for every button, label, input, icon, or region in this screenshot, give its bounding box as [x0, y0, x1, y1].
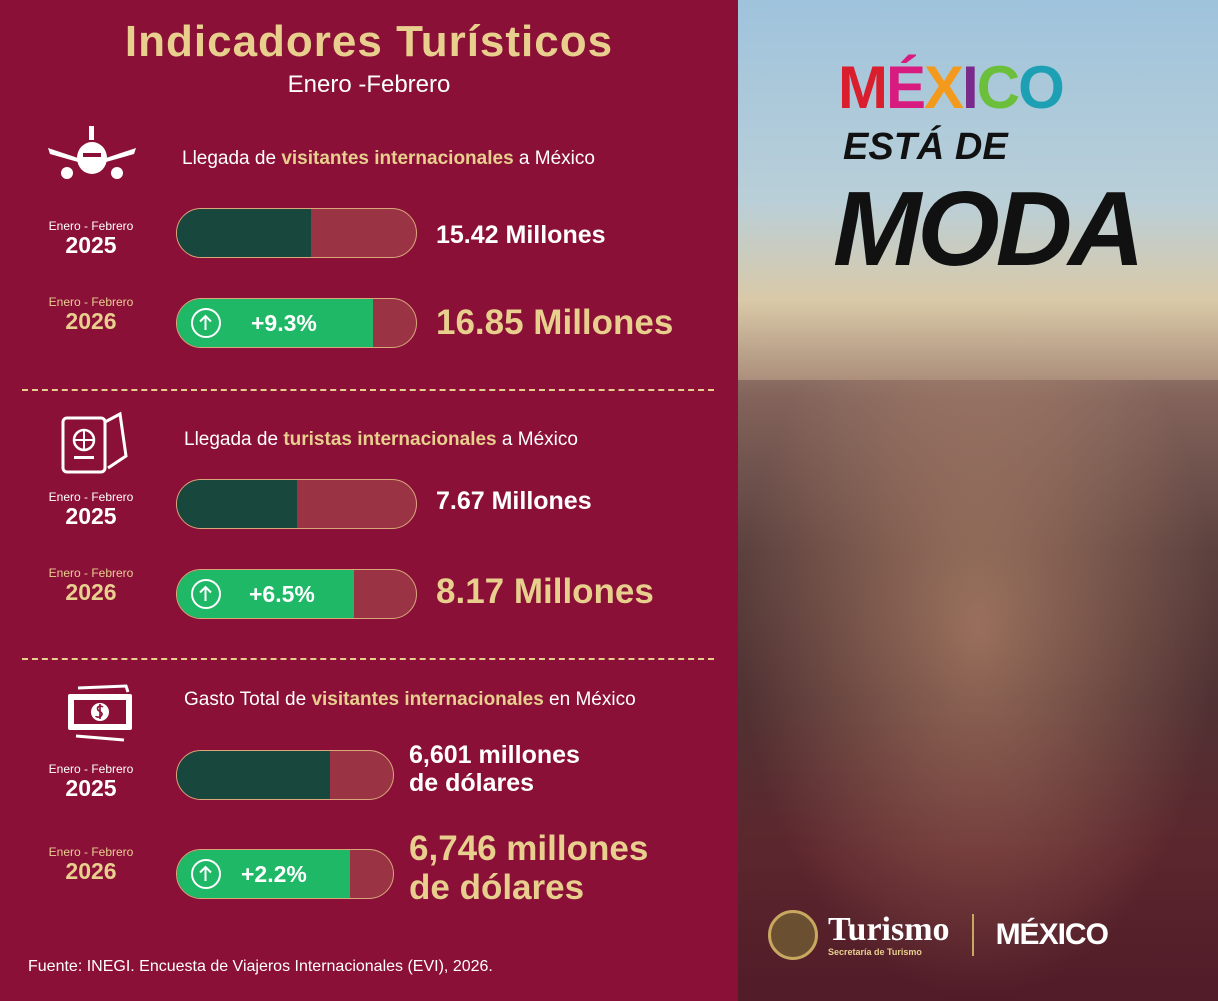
bar-fill — [177, 209, 311, 257]
mexico-brand-logo: MÉXICO — [995, 918, 1109, 951]
arrow-up-icon — [191, 859, 221, 889]
passport-icon — [60, 410, 128, 479]
bar-2025 — [176, 750, 394, 800]
period-label: Enero - Febrero 2025 — [48, 219, 134, 259]
crowd-image — [738, 380, 1218, 1001]
value-2025: 15.42 Millones — [436, 221, 606, 249]
value-2026: 16.85 Millones — [436, 303, 674, 342]
divider — [22, 658, 714, 660]
arrow-up-icon — [191, 579, 221, 609]
turismo-logo: Turismo — [828, 910, 950, 948]
value-2026: 8.17 Millones — [436, 572, 654, 611]
bar-2026: +6.5% — [176, 569, 417, 619]
period-label: Enero - Febrero 2026 — [48, 295, 134, 335]
value-2026: 6,746 millones de dólares — [409, 829, 649, 907]
bar-2025 — [176, 208, 417, 258]
bar-2026: +9.3% — [176, 298, 417, 348]
page-title: Indicadores Turísticos — [124, 17, 614, 66]
street-crowd-photo: MÉXICO ESTÁ DE MODA Turismo Secretaría de… — [738, 0, 1218, 1001]
value-2025: 6,601 millones de dólares — [409, 741, 580, 797]
infographic-panel: Indicadores Turísticos Enero -Febrero Ll… — [22, 17, 714, 975]
period-label: Enero - Febrero 2026 — [48, 566, 134, 606]
section-title: Llegada de turistas internacionales a Mé… — [184, 429, 578, 450]
page-subtitle: Enero -Febrero — [287, 71, 451, 98]
change-percent: +9.3% — [251, 309, 317, 336]
arrow-up-icon — [191, 308, 221, 338]
period-label: Enero - Febrero 2025 — [48, 762, 134, 802]
value-2025: 7.67 Millones — [436, 487, 592, 515]
bar-2026: +2.2% — [176, 849, 394, 899]
divider — [22, 389, 714, 391]
footer-logos: Turismo Secretaría de Turismo MÉXICO — [768, 905, 1208, 965]
tagline-esta-de: ESTÁ DE — [843, 126, 1008, 168]
mexico-logo: MÉXICO — [838, 54, 1065, 121]
bar-fill — [177, 751, 331, 799]
section-title: Gasto Total de visitantes internacionale… — [184, 689, 636, 710]
airplane-icon — [46, 126, 138, 187]
bar-fill — [177, 480, 297, 528]
change-percent: +2.2% — [241, 860, 307, 887]
period-label: Enero - Febrero 2025 — [48, 490, 134, 530]
change-percent: +6.5% — [249, 580, 315, 607]
money-icon — [66, 682, 138, 749]
section-title: Llegada de visitantes internacionales a … — [182, 148, 595, 169]
tagline-moda: MODA — [833, 170, 1145, 288]
source-note: Fuente: INEGI. Encuesta de Viajeros Inte… — [28, 958, 493, 975]
bar-2025 — [176, 479, 417, 529]
turismo-subtitle: Secretaría de Turismo — [828, 946, 922, 957]
logo-divider — [971, 914, 974, 956]
national-seal-icon — [768, 910, 818, 960]
period-label: Enero - Febrero 2026 — [48, 845, 134, 885]
